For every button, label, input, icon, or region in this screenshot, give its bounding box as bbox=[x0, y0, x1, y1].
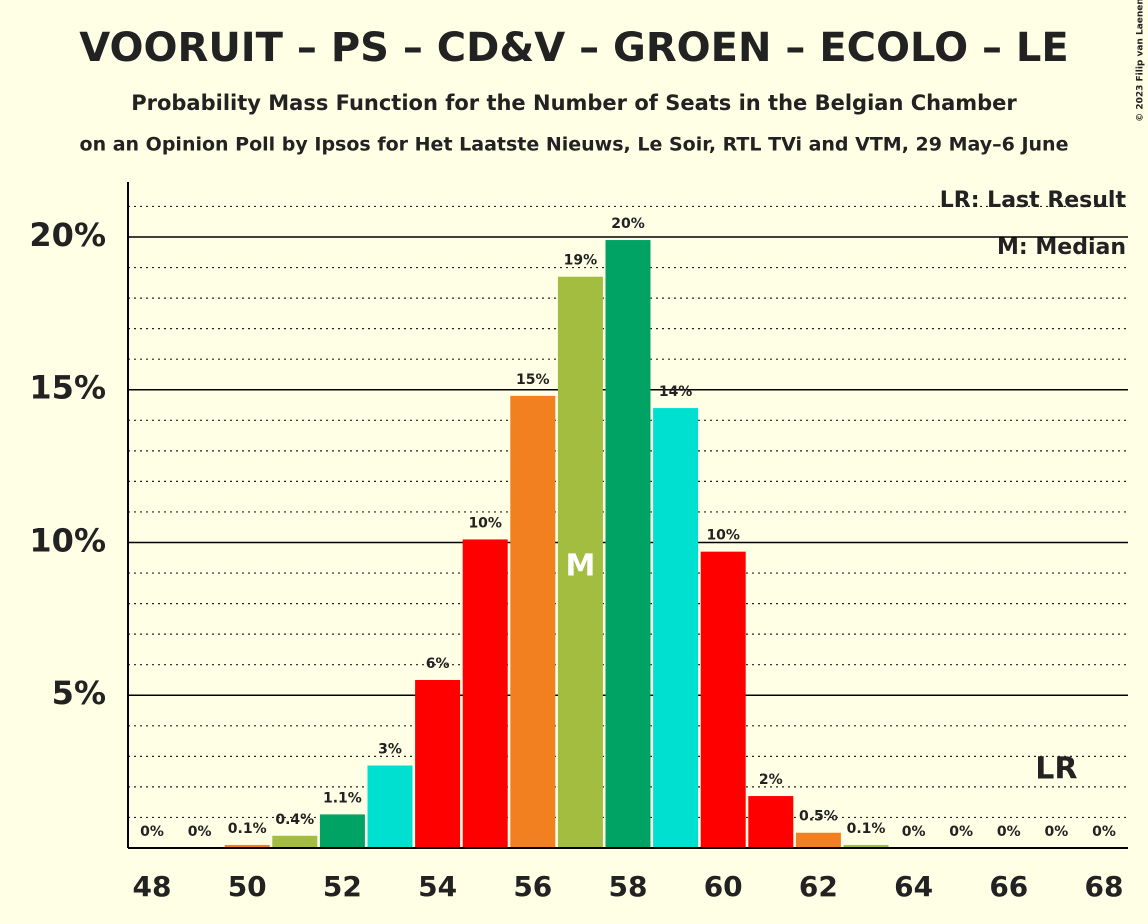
x-tick-label: 48 bbox=[133, 870, 172, 903]
x-tick-label: 56 bbox=[513, 870, 552, 903]
value-label: 19% bbox=[564, 253, 598, 269]
chart-source: on an Opinion Poll by Ipsos for Het Laat… bbox=[80, 134, 1069, 156]
last-result-marker: LR bbox=[1035, 752, 1077, 787]
value-label: 10% bbox=[706, 528, 740, 544]
y-tick-label: 10% bbox=[29, 521, 106, 559]
bar bbox=[748, 796, 794, 848]
value-label: 0% bbox=[1045, 824, 1069, 840]
value-label: 6% bbox=[426, 656, 450, 672]
legend-entry: M: Median bbox=[997, 235, 1126, 260]
x-tick-label: 64 bbox=[894, 870, 933, 903]
bar bbox=[795, 832, 841, 848]
x-tick-label: 52 bbox=[323, 870, 362, 903]
value-label: 20% bbox=[611, 216, 645, 232]
x-tick-label: 66 bbox=[989, 870, 1028, 903]
x-tick-label: 60 bbox=[704, 870, 743, 903]
value-label: 15% bbox=[516, 372, 550, 388]
value-label: 2% bbox=[759, 772, 783, 788]
value-label: 0.4% bbox=[275, 812, 314, 828]
value-label: 14% bbox=[659, 384, 693, 400]
bar bbox=[224, 844, 270, 848]
value-label: 0.1% bbox=[228, 821, 267, 837]
value-label: 0% bbox=[997, 824, 1021, 840]
value-label: 1.1% bbox=[323, 790, 362, 806]
chart-subtitle: Probability Mass Function for the Number… bbox=[131, 91, 1017, 115]
value-label: 10% bbox=[468, 515, 502, 531]
y-tick-label: 20% bbox=[29, 216, 106, 254]
y-tick-label: 15% bbox=[29, 369, 106, 407]
bar bbox=[272, 835, 318, 848]
x-tick-label: 58 bbox=[609, 870, 648, 903]
value-label: 0.1% bbox=[847, 821, 886, 837]
x-tick-label: 68 bbox=[1085, 870, 1124, 903]
bar bbox=[557, 276, 603, 848]
bar bbox=[367, 765, 413, 848]
bar bbox=[843, 844, 889, 848]
bar bbox=[462, 539, 508, 848]
median-marker: M bbox=[565, 549, 595, 584]
bar bbox=[319, 814, 365, 848]
x-tick-label: 50 bbox=[228, 870, 267, 903]
chart-title: VOORUIT – PS – CD&V – GROEN – ECOLO – LE bbox=[79, 25, 1069, 71]
value-label: 0% bbox=[902, 824, 926, 840]
y-tick-label: 5% bbox=[52, 674, 106, 712]
value-label: 0% bbox=[188, 824, 212, 840]
x-tick-label: 54 bbox=[418, 870, 457, 903]
bar bbox=[700, 551, 746, 848]
x-tick-label: 62 bbox=[799, 870, 838, 903]
bar bbox=[605, 240, 651, 848]
value-label: 0% bbox=[949, 824, 973, 840]
value-label: 0% bbox=[1092, 824, 1116, 840]
bar bbox=[653, 408, 699, 848]
value-label: 3% bbox=[378, 742, 402, 758]
copyright: © 2023 Filip van Laenen bbox=[1136, 0, 1146, 122]
bar bbox=[415, 679, 461, 848]
bar bbox=[510, 395, 556, 848]
legend-entry: LR: Last Result bbox=[940, 188, 1127, 213]
value-label: 0% bbox=[140, 824, 164, 840]
value-label: 0.5% bbox=[799, 809, 838, 825]
